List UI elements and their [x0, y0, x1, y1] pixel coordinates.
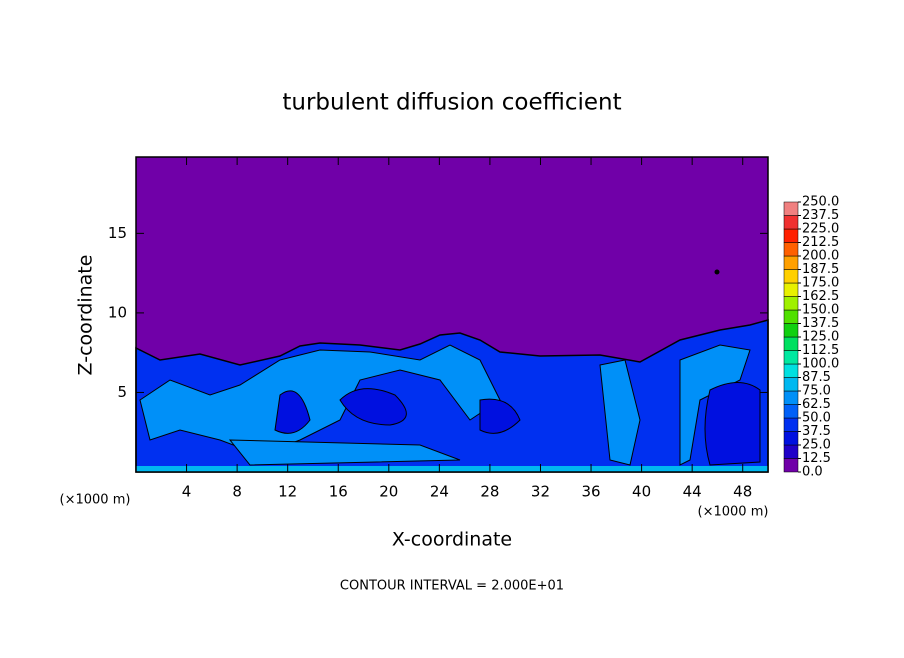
x-tick-label: 48 — [733, 483, 752, 501]
colorbar-label: 212.5 — [802, 235, 839, 250]
y-tick-label: 5 — [117, 383, 127, 401]
colorbar-bin — [783, 336, 799, 351]
colorbar-bin — [783, 215, 799, 230]
colorbar-bin — [783, 323, 799, 338]
colorbar-bin — [783, 404, 799, 419]
colorbar-label: 125.0 — [802, 330, 839, 345]
colorbar-bin — [783, 431, 799, 446]
x-tick-label: 40 — [632, 483, 651, 501]
x-unit: (×1000 m) — [698, 505, 769, 520]
colorbar-label: 87.5 — [802, 370, 831, 385]
colorbar-label: 0.0 — [802, 465, 823, 480]
colorbar-bin — [783, 363, 799, 378]
annotation: CONTOUR INTERVAL = 2.000E+01 — [340, 579, 564, 594]
colorbar-label: 100.0 — [802, 357, 839, 372]
colorbar-bin — [783, 228, 799, 243]
colorbar-label: 200.0 — [802, 249, 839, 264]
y-axis-label: Z-coordinate — [75, 255, 97, 376]
field-spot — [714, 269, 720, 275]
x-tick-label: 32 — [531, 483, 550, 501]
colorbar-bin — [783, 309, 799, 324]
x-unit: (×1000 m) — [60, 493, 131, 508]
x-tick-label: 16 — [329, 483, 348, 501]
y-tick-label: 15 — [108, 224, 127, 242]
colorbar-bin — [783, 282, 799, 297]
colorbar-bin — [783, 444, 799, 459]
x-tick-label: 8 — [232, 483, 242, 501]
chart-title: turbulent diffusion coefficient — [282, 90, 621, 116]
colorbar-label: 162.5 — [802, 289, 839, 304]
colorbar-label: 75.0 — [802, 384, 831, 399]
x-tick-label: 12 — [278, 483, 297, 501]
colorbar-label: 37.5 — [802, 424, 831, 439]
x-tick-label: 36 — [581, 483, 600, 501]
colorbar-bin — [783, 201, 799, 216]
colorbar-label: 50.0 — [802, 411, 831, 426]
colorbar-label: 62.5 — [802, 397, 831, 412]
y-tick-label: 10 — [108, 303, 127, 321]
colorbar-bin — [783, 350, 799, 365]
field-low-core — [274, 382, 761, 466]
colorbar-bin — [783, 242, 799, 257]
colorbar-label: 150.0 — [802, 303, 839, 318]
plot-frame — [135, 156, 769, 473]
colorbar-bin — [783, 390, 799, 405]
colorbar-bin — [783, 377, 799, 392]
colorbar-label: 250.0 — [802, 195, 839, 210]
colorbar-label: 137.5 — [802, 316, 839, 331]
x-tick-label: 44 — [683, 483, 702, 501]
colorbar-bin — [783, 269, 799, 284]
colorbar-label: 112.5 — [802, 343, 839, 358]
colorbar-bin — [783, 255, 799, 270]
colorbar-label: 225.0 — [802, 222, 839, 237]
x-tick-label: 28 — [480, 483, 499, 501]
colorbar-bin — [783, 296, 799, 311]
colorbar-label: 25.0 — [802, 438, 831, 453]
x-axis-label: X-coordinate — [392, 529, 512, 551]
colorbar-label: 187.5 — [802, 262, 839, 277]
colorbar-label: 12.5 — [802, 451, 831, 466]
field — [135, 157, 769, 473]
colorbar-label: 237.5 — [802, 208, 839, 223]
colorbar-bin — [783, 458, 799, 473]
colorbar-bin — [783, 417, 799, 432]
colorbar-label: 175.0 — [802, 276, 839, 291]
x-tick-label: 24 — [430, 483, 449, 501]
x-tick-label: 4 — [182, 483, 192, 501]
x-tick-label: 20 — [379, 483, 398, 501]
field-surface — [136, 466, 768, 472]
